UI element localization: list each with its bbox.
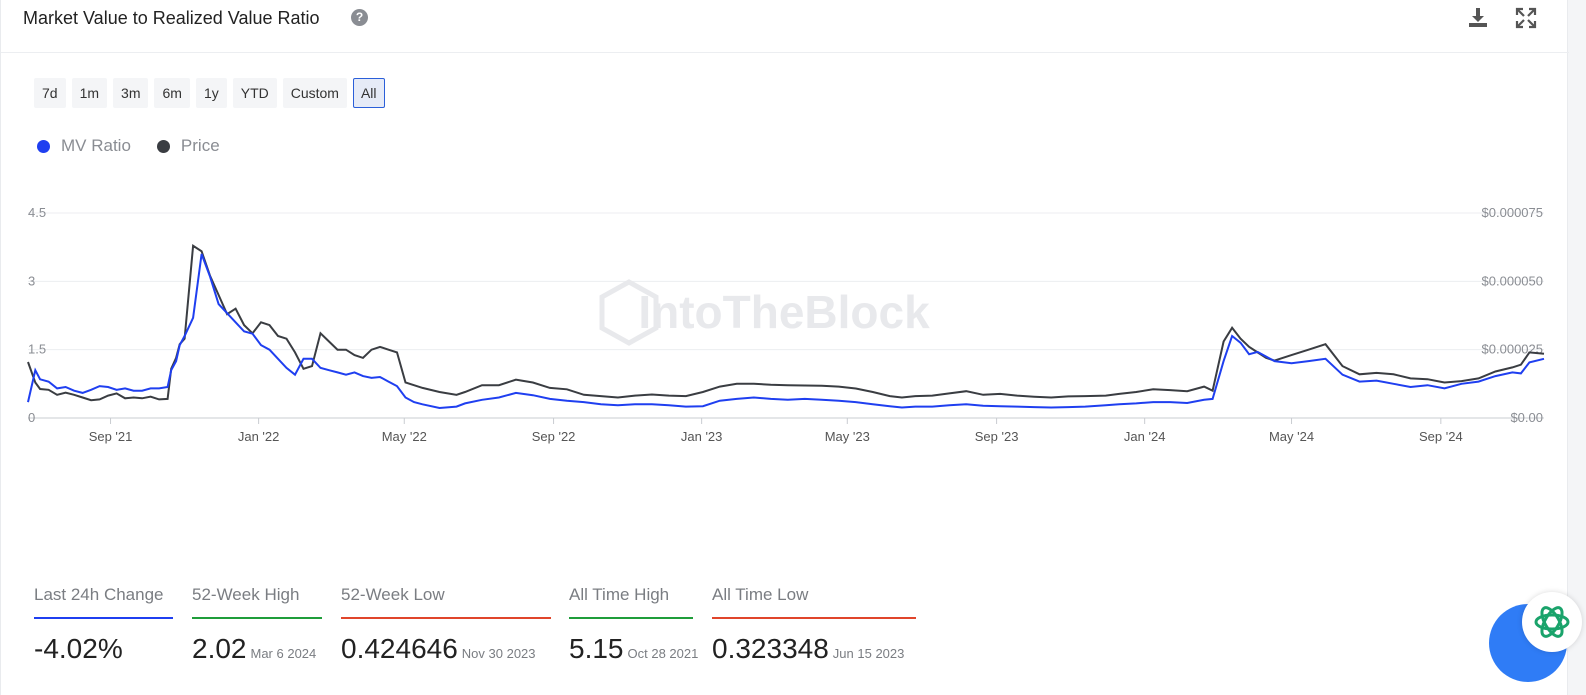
chart-title: Market Value to Realized Value Ratio xyxy=(23,8,320,28)
stat-value: 0.323348 Jun 15 2023 xyxy=(712,633,916,665)
stat-label: Last 24h Change xyxy=(34,585,164,604)
stat-label: 52-Week Low xyxy=(341,585,445,604)
chart-legend: MV Ratio Price xyxy=(37,136,220,156)
y-right-tick-label: $0.000025 xyxy=(1482,342,1543,357)
range-7d[interactable]: 7d xyxy=(34,78,66,108)
x-tick-label: May '23 xyxy=(825,429,870,444)
y-right-tick-label: $0.000050 xyxy=(1482,273,1543,288)
assistant-logo-icon[interactable] xyxy=(1522,592,1582,652)
stat-52w-low: 52-Week Low 0.424646 Nov 30 2023 xyxy=(341,585,551,665)
legend-dot-mv-ratio xyxy=(37,139,50,153)
range-all[interactable]: All xyxy=(352,78,385,108)
y-right-tick-label: $0.000075 xyxy=(1482,205,1543,220)
x-tick-label: May '22 xyxy=(382,429,427,444)
watermark-text: IntoTheBlock xyxy=(638,286,930,338)
stat-date: Jun 15 2023 xyxy=(832,646,905,661)
stat-all-time-high: All Time High 5.15 Oct 28 2021 xyxy=(569,585,698,665)
card-header: Market Value to Realized Value Ratio ? xyxy=(1,0,1569,53)
stat-label: All Time High xyxy=(569,585,670,604)
stat-number: 0.323348 xyxy=(712,633,829,664)
download-icon[interactable] xyxy=(1466,6,1490,30)
x-tick-label: Jan '23 xyxy=(681,429,723,444)
x-tick-label: Sep '23 xyxy=(975,429,1019,444)
stat-last-24h: Last 24h Change -4.02% xyxy=(34,585,173,665)
y-left-tick-label: 0 xyxy=(28,410,35,425)
stat-underline xyxy=(712,617,916,619)
range-custom[interactable]: Custom xyxy=(282,78,347,108)
range-6m[interactable]: 6m xyxy=(154,78,190,108)
range-3m[interactable]: 3m xyxy=(113,78,149,108)
stat-value: 5.15 Oct 28 2021 xyxy=(569,633,698,665)
y-left-tick-label: 3 xyxy=(28,273,35,288)
range-1m[interactable]: 1m xyxy=(71,78,108,108)
stat-value: 2.02 Mar 6 2024 xyxy=(192,633,322,665)
series-line-price xyxy=(27,244,1545,402)
stat-underline xyxy=(569,617,693,619)
stat-value: -4.02% xyxy=(34,633,173,665)
x-tick-label: May '24 xyxy=(1269,429,1314,444)
stat-number: 0.424646 xyxy=(341,633,458,664)
stat-52w-high: 52-Week High 2.02 Mar 6 2024 xyxy=(192,585,322,665)
y-left-tick-label: 4.5 xyxy=(28,205,46,220)
stat-number: -4.02% xyxy=(34,633,123,664)
stat-label: All Time Low xyxy=(712,585,809,604)
stat-date: Mar 6 2024 xyxy=(250,646,317,661)
x-tick-label: Jan '24 xyxy=(1124,429,1166,444)
stat-date: Oct 28 2021 xyxy=(627,646,699,661)
range-ytd[interactable]: YTD xyxy=(232,78,277,108)
help-icon[interactable]: ? xyxy=(351,9,368,26)
x-tick-label: Jan '22 xyxy=(238,429,280,444)
legend-dot-price xyxy=(156,139,170,153)
legend-item-mv-ratio[interactable]: MV Ratio xyxy=(37,136,131,156)
legend-item-price[interactable]: Price xyxy=(156,136,220,156)
stat-number: 5.15 xyxy=(569,633,624,664)
stat-underline xyxy=(192,617,322,619)
range-1y[interactable]: 1y xyxy=(195,78,227,108)
stat-value: 0.424646 Nov 30 2023 xyxy=(341,633,551,665)
stat-date: Nov 30 2023 xyxy=(461,646,536,661)
expand-icon[interactable] xyxy=(1514,6,1538,30)
series-line-mv-ratio xyxy=(27,253,1545,410)
x-tick-label: Sep '24 xyxy=(1419,429,1463,444)
main-chart[interactable]: 4.5 3 1.5 0 $0.000075 $0.000050 $0.000025 $0.00… xyxy=(1,0,1569,460)
stat-underline xyxy=(34,617,173,619)
stat-all-time-low: All Time Low 0.323348 Jun 15 2023 xyxy=(712,585,916,665)
y-left-tick-label: 1.5 xyxy=(28,342,46,357)
stat-underline xyxy=(341,617,551,619)
legend-label-mv-ratio: MV Ratio xyxy=(61,136,131,155)
y-right-tick-label: $0.00 xyxy=(1510,410,1543,425)
stat-number: 2.02 xyxy=(192,633,247,664)
range-selector: 7d 1m 3m 6m 1y YTD Custom All xyxy=(34,78,385,108)
stat-label: 52-Week High xyxy=(192,585,300,604)
x-tick-label: Sep '21 xyxy=(89,429,133,444)
watermark-logo-icon xyxy=(599,279,659,346)
legend-label-price: Price xyxy=(180,136,220,155)
x-tick-label: Sep '22 xyxy=(532,429,576,444)
